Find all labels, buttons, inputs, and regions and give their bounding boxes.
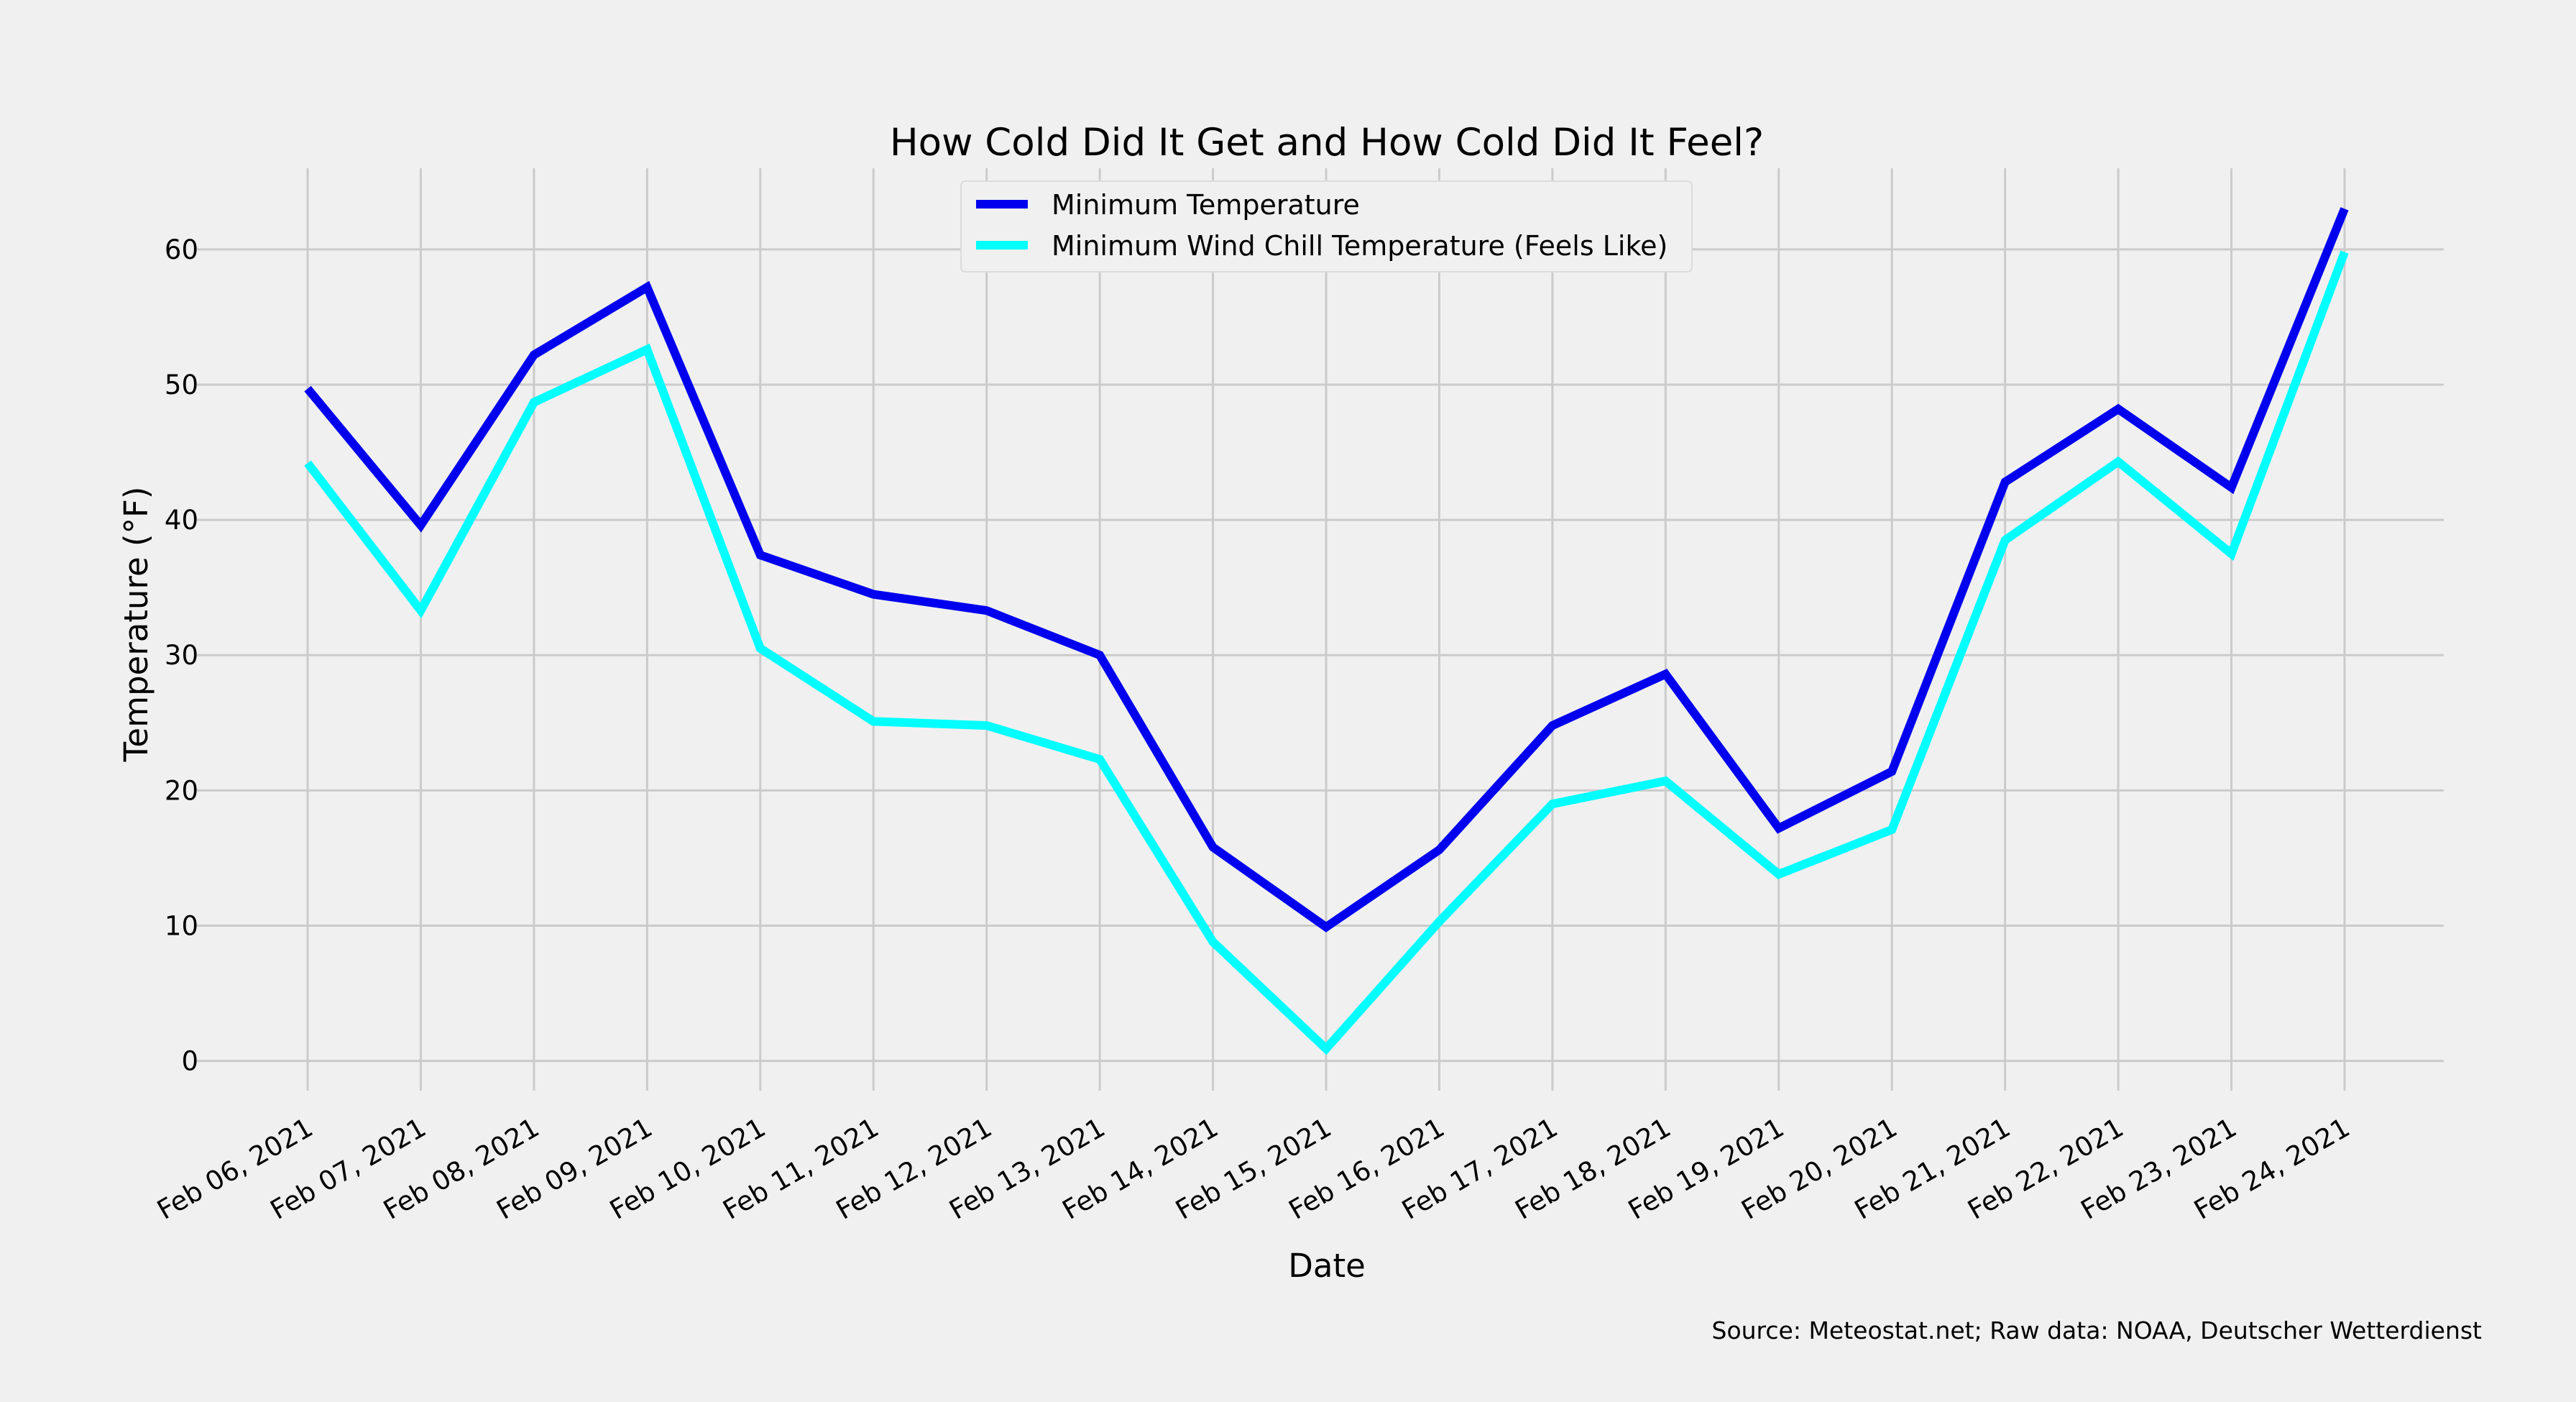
legend: Minimum Temperature Minimum Wind Chill T…: [960, 180, 1693, 272]
y-tick-label: 0: [181, 1046, 198, 1077]
series-line-wind-chill: [304, 250, 2349, 1055]
y-tick-label: 20: [165, 775, 198, 806]
series-layer: [304, 207, 2349, 1055]
chart-title: How Cold Did It Get and How Cold Did It …: [890, 121, 1764, 165]
y-axis-label: Temperature (°F): [117, 487, 155, 763]
x-axis-label: Date: [1288, 1247, 1366, 1285]
legend-label-min-temp: Minimum Temperature: [1052, 189, 1360, 221]
y-axis-ticks: 0 10 20 30 40 50 60: [165, 234, 198, 1077]
y-tick-label: 30: [165, 640, 198, 671]
grid: [197, 168, 2444, 1091]
series-line-min-temp: [304, 207, 2349, 933]
source-note: Source: Meteostat.net; Raw data: NOAA, D…: [1712, 1316, 2483, 1344]
y-tick-label: 10: [165, 910, 198, 941]
y-tick-label: 40: [165, 505, 198, 536]
legend-box: [960, 180, 1693, 272]
y-tick-label: 60: [165, 234, 198, 265]
y-tick-label: 50: [165, 370, 198, 400]
legend-label-wind-chill: Minimum Wind Chill Temperature (Feels Li…: [1052, 230, 1668, 262]
